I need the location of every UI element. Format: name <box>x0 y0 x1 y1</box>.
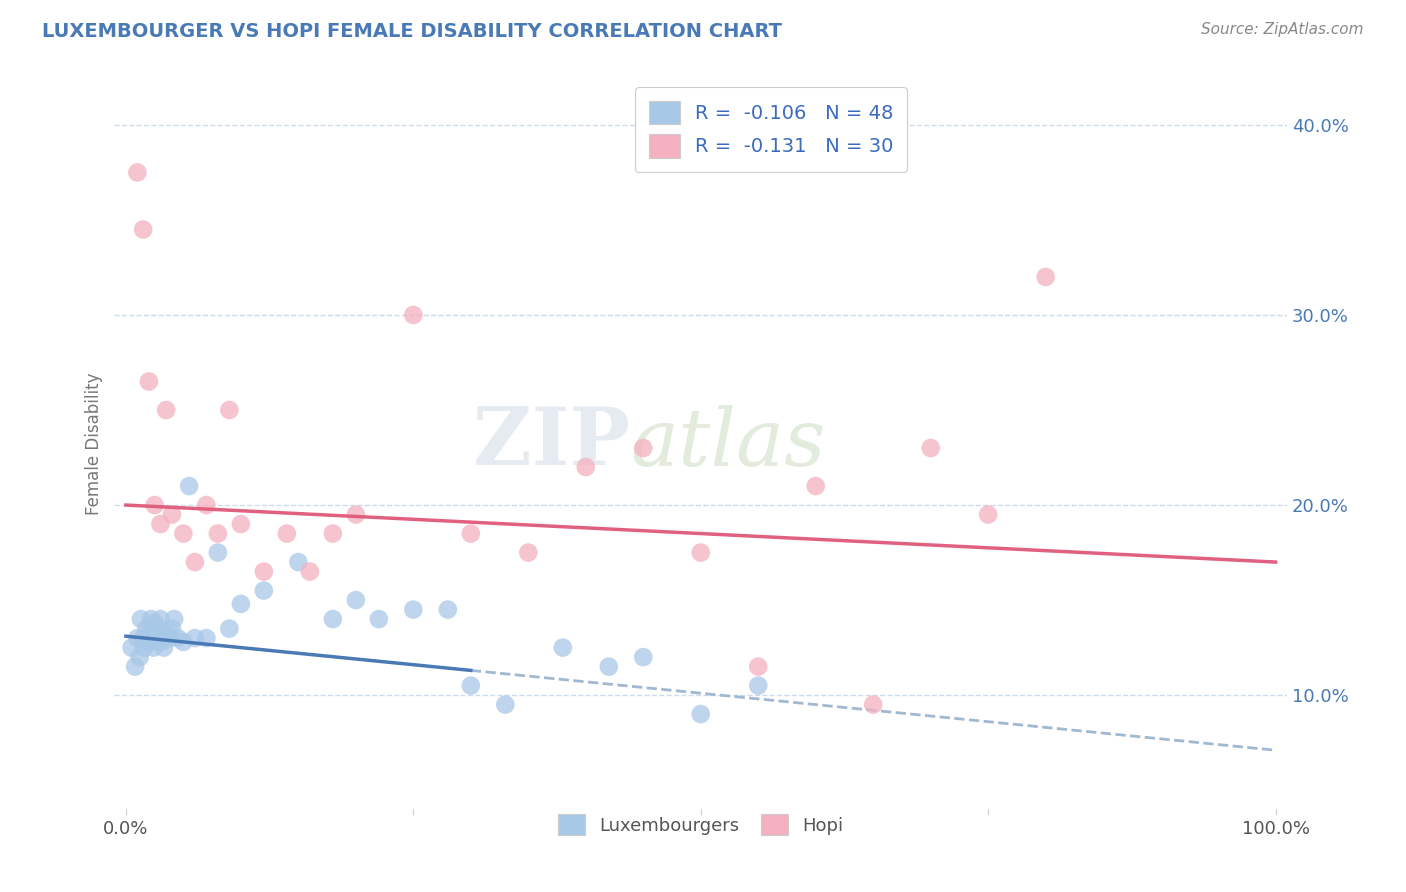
Point <box>153 640 176 655</box>
Point <box>132 222 155 236</box>
Point <box>804 479 827 493</box>
Point <box>551 640 574 655</box>
Point <box>143 615 166 630</box>
Point <box>145 631 167 645</box>
Text: Source: ZipAtlas.com: Source: ZipAtlas.com <box>1201 22 1364 37</box>
Point <box>862 698 884 712</box>
Point <box>127 631 149 645</box>
Point <box>287 555 309 569</box>
Point <box>598 659 620 673</box>
Point <box>218 622 240 636</box>
Point <box>229 517 252 532</box>
Point <box>172 526 194 541</box>
Point <box>141 612 163 626</box>
Point <box>253 565 276 579</box>
Point <box>276 526 298 541</box>
Text: LUXEMBOURGER VS HOPI FEMALE DISABILITY CORRELATION CHART: LUXEMBOURGER VS HOPI FEMALE DISABILITY C… <box>42 22 782 41</box>
Text: ZIP: ZIP <box>474 404 630 483</box>
Point <box>152 631 174 645</box>
Point <box>150 635 173 649</box>
Point <box>163 612 186 626</box>
Point <box>159 631 181 645</box>
Point <box>138 375 160 389</box>
Point <box>517 545 540 559</box>
Legend: Luxembourgers, Hopi: Luxembourgers, Hopi <box>548 805 853 844</box>
Point <box>977 508 1000 522</box>
Point <box>142 640 165 655</box>
Point <box>124 659 146 673</box>
Point <box>920 441 942 455</box>
Point <box>148 622 170 636</box>
Point <box>322 526 344 541</box>
Point <box>322 612 344 626</box>
Point <box>129 612 152 626</box>
Point <box>155 627 177 641</box>
Point <box>195 631 218 645</box>
Point <box>633 650 655 665</box>
Point <box>460 679 482 693</box>
Point <box>633 441 655 455</box>
Point <box>184 631 207 645</box>
Point <box>437 602 460 616</box>
Point <box>460 526 482 541</box>
Point <box>367 612 389 626</box>
Point <box>179 479 201 493</box>
Point <box>160 622 183 636</box>
Point <box>298 565 321 579</box>
Point <box>132 631 155 645</box>
Point <box>139 627 162 641</box>
Point <box>747 659 769 673</box>
Point <box>166 631 188 645</box>
Point <box>689 707 711 722</box>
Point <box>138 635 160 649</box>
Point <box>135 622 157 636</box>
Point <box>253 583 276 598</box>
Text: atlas: atlas <box>630 405 825 482</box>
Point <box>402 308 425 322</box>
Point <box>207 545 229 559</box>
Point <box>1035 270 1057 285</box>
Point <box>149 612 172 626</box>
Point <box>160 508 183 522</box>
Point <box>149 517 172 532</box>
Point <box>143 498 166 512</box>
Point <box>127 165 149 179</box>
Point <box>146 635 169 649</box>
Point <box>229 597 252 611</box>
Y-axis label: Female Disability: Female Disability <box>86 372 103 515</box>
Point <box>689 545 711 559</box>
Point <box>134 640 156 655</box>
Point <box>141 631 163 645</box>
Point <box>344 593 367 607</box>
Point <box>747 679 769 693</box>
Point <box>155 403 177 417</box>
Point <box>207 526 229 541</box>
Point <box>184 555 207 569</box>
Point <box>128 650 150 665</box>
Point <box>575 460 598 475</box>
Point <box>344 508 367 522</box>
Point <box>494 698 516 712</box>
Point <box>402 602 425 616</box>
Point <box>172 635 194 649</box>
Point <box>146 627 169 641</box>
Point <box>121 640 143 655</box>
Point <box>218 403 240 417</box>
Point <box>195 498 218 512</box>
